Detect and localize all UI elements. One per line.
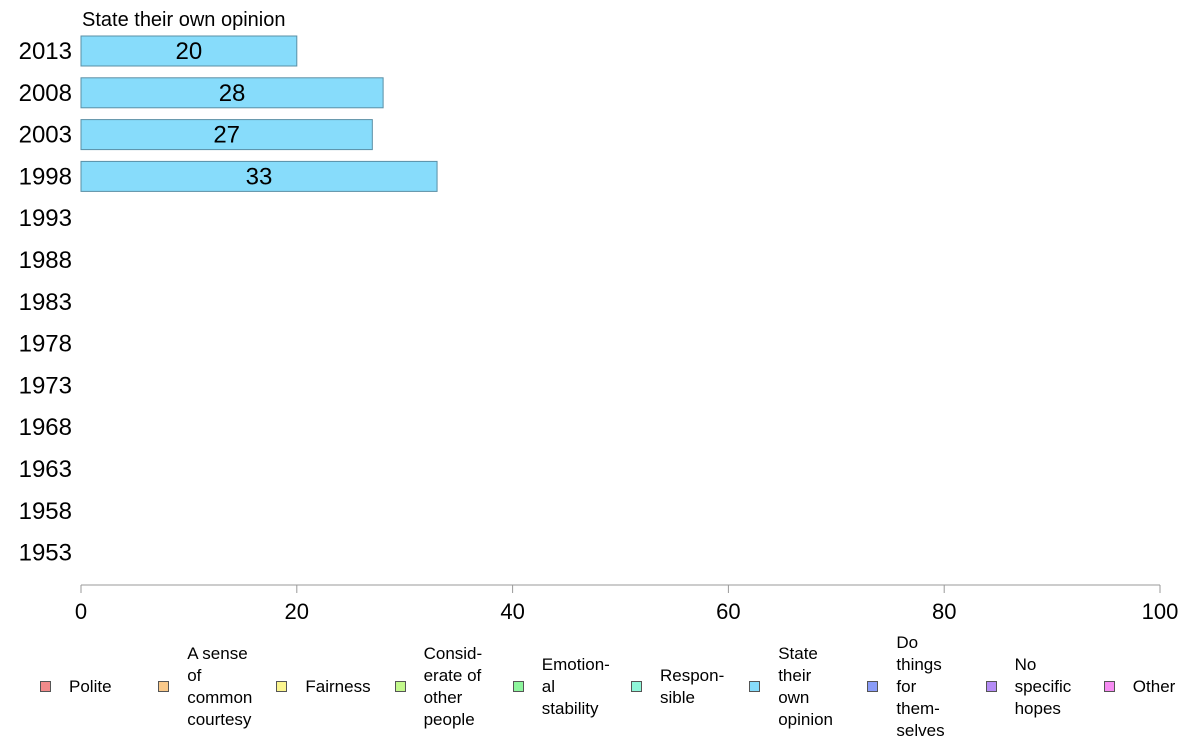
legend-swatch	[1103, 681, 1115, 692]
x-tick-label-40: 40	[500, 599, 524, 624]
legend-item: Consid- erate of other people	[394, 636, 511, 736]
bar-2008	[80, 77, 384, 109]
legend-swatch	[276, 681, 288, 692]
legend-item: Do things for them- selves	[867, 636, 983, 736]
chart-title: State their own opinion	[82, 9, 285, 31]
x-tick-label-20: 20	[285, 599, 309, 624]
category-label-1973: 1973	[19, 372, 72, 399]
data-label-2003: 27	[213, 122, 240, 149]
legend-item: Other	[1103, 636, 1188, 736]
category-label-1988: 1988	[19, 247, 72, 274]
legend-label: Respon- sible	[660, 666, 725, 707]
legend-item: Fairness	[276, 636, 392, 736]
legend-item: State their own opinion	[749, 636, 865, 736]
legend-swatch	[985, 681, 997, 692]
category-label-1953: 1953	[19, 540, 72, 567]
legend-item: Respon- sible	[631, 636, 747, 736]
x-tick-label-0: 0	[75, 599, 87, 624]
x-axis: 0 20 40 60 80 100	[75, 584, 1179, 624]
legend-label: Do things for them- selves	[896, 636, 945, 736]
bar-2013	[80, 35, 298, 67]
category-label-1998: 1998	[19, 163, 72, 190]
x-tick-label-60: 60	[716, 599, 740, 624]
legend-swatch	[158, 681, 170, 692]
category-label-1993: 1993	[19, 205, 72, 232]
legend-item: Polite	[40, 636, 156, 736]
bar-2003	[80, 119, 373, 151]
x-tick-label-80: 80	[932, 599, 956, 624]
legend-item: No specific hopes	[985, 636, 1102, 736]
legend-label: A sense of common courtesy	[187, 644, 253, 729]
category-label-1963: 1963	[19, 456, 72, 483]
legend-label: No specific hopes	[1014, 655, 1072, 718]
category-label-2013: 2013	[19, 38, 72, 65]
data-label-2013: 20	[176, 38, 203, 65]
legend-swatch	[394, 681, 406, 692]
data-label-2008: 28	[219, 80, 246, 107]
bar-chart: State their own opinion 2013 2008 2003 1998…	[19, 9, 1179, 624]
legend-swatch	[512, 681, 524, 692]
legend: Polite A sense of common courtesy Fairness…	[0, 636, 1188, 736]
legend-label: Polite	[69, 677, 112, 696]
category-label-1958: 1958	[19, 498, 72, 525]
legend-swatch	[749, 681, 761, 692]
category-labels: 2013 2008 2003 1998 1993 1988 1983 1978 1973 1968…	[19, 38, 72, 567]
legend-label: Fairness	[305, 677, 371, 696]
category-label-1978: 1978	[19, 331, 72, 358]
category-label-1968: 1968	[19, 414, 72, 441]
legend-label: Emotion- al stability	[541, 655, 610, 718]
legend-swatch	[40, 681, 51, 692]
category-label-1983: 1983	[19, 289, 72, 316]
bar-1998	[80, 160, 438, 192]
category-label-2003: 2003	[19, 122, 72, 149]
x-tick-label-100: 100	[1142, 599, 1179, 624]
legend-swatch	[631, 681, 642, 692]
legend-item: Emotion- al stability	[512, 636, 629, 736]
legend-label: Other	[1132, 677, 1176, 696]
legend-label: State their own opinion	[778, 644, 834, 729]
category-label-2008: 2008	[19, 80, 72, 107]
legend-swatch	[867, 681, 879, 692]
data-label-1998: 33	[246, 163, 273, 190]
legend-label: Consid- erate of other people	[423, 644, 483, 729]
legend-item: A sense of common courtesy	[158, 636, 274, 736]
